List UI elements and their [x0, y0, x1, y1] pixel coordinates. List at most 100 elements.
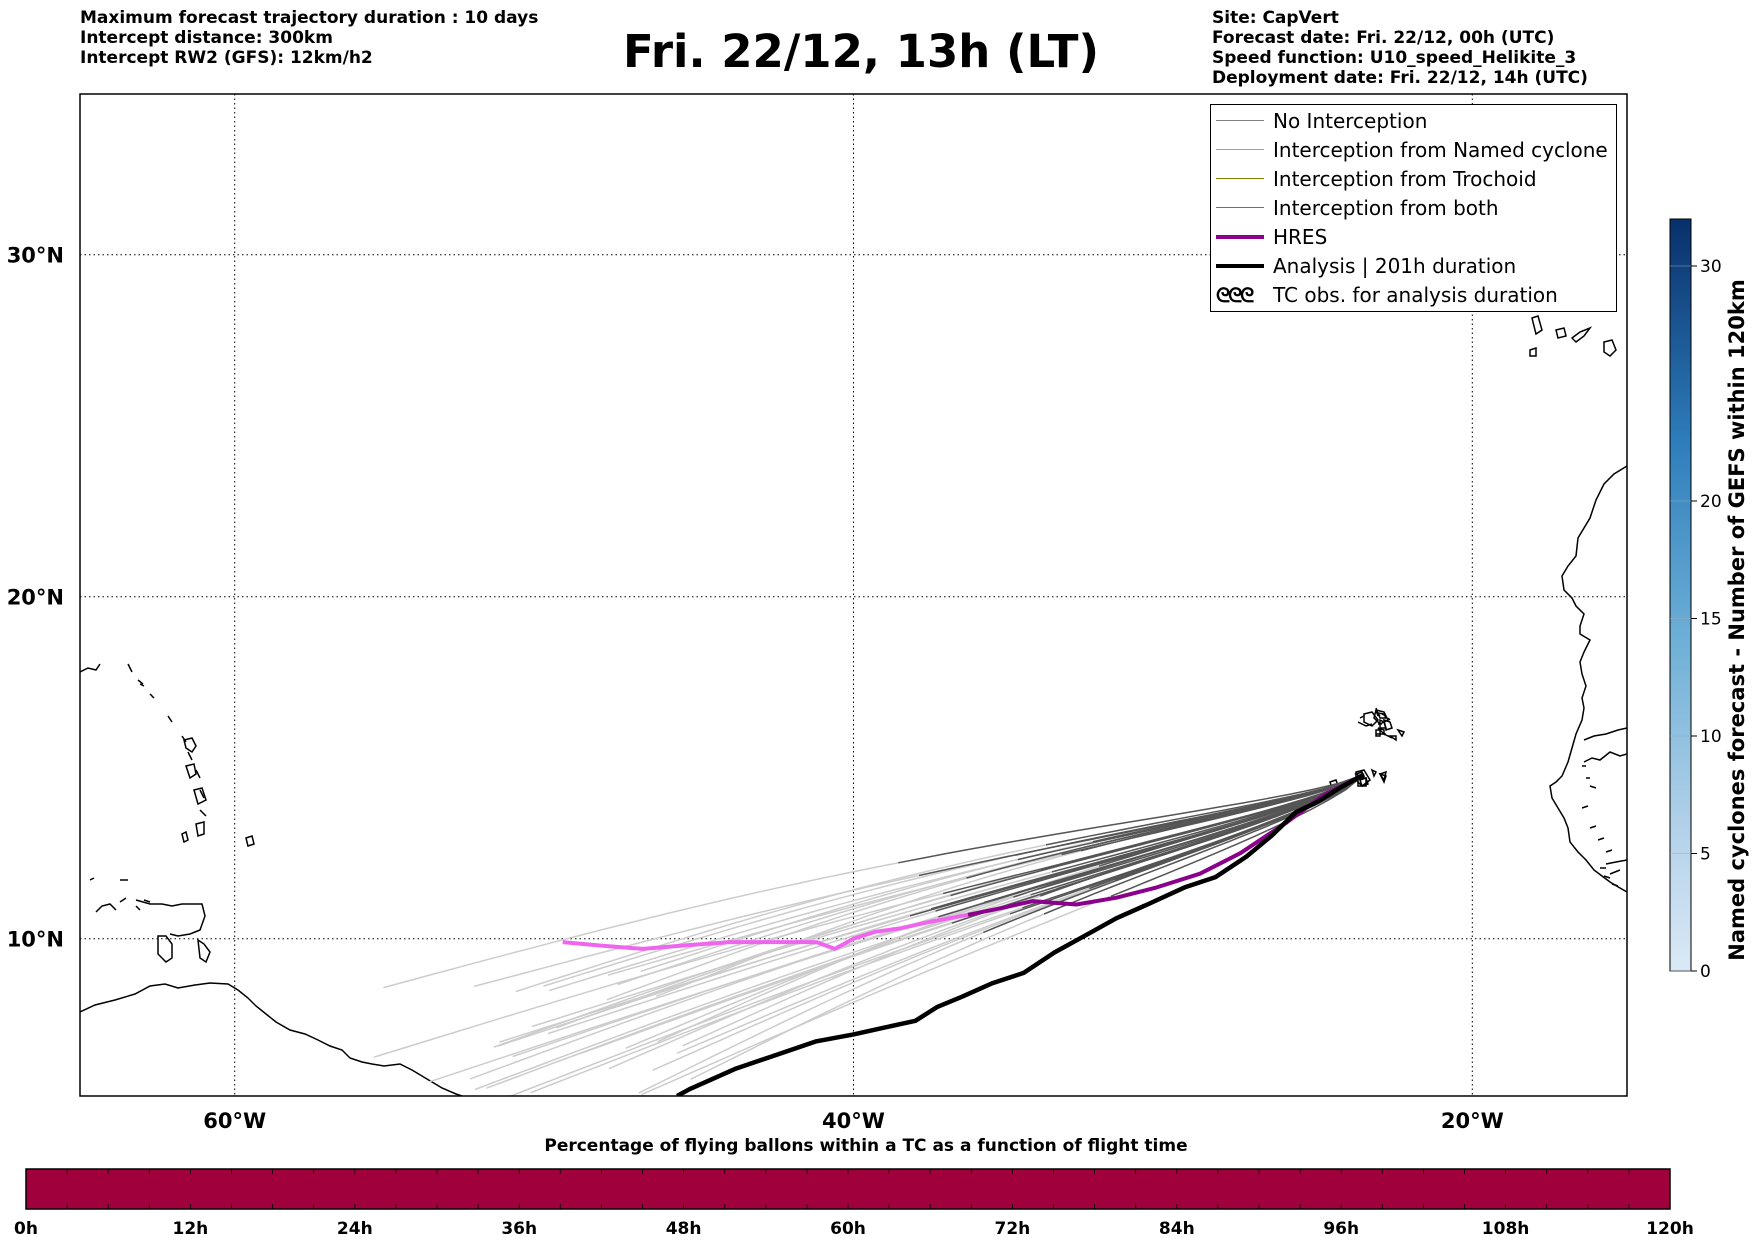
- ensemble-trajectory: [547, 910, 936, 1035]
- legend-swatch: [1216, 264, 1264, 268]
- bottom-tick-label: 12h: [173, 1219, 209, 1239]
- ensemble-trajectory: [909, 773, 1365, 917]
- cape-verde-outline: [1357, 721, 1393, 739]
- bottom-colorbar-title: Percentage of flying ballons within a TC…: [544, 1136, 1188, 1156]
- west-africa-details: [1581, 727, 1627, 875]
- right-colorbar-bar: [1669, 218, 1692, 972]
- legend-item-no-interception: No Interception: [1211, 107, 1616, 136]
- ensemble-trajectory: [1036, 773, 1365, 891]
- bottom-tick-label: 60h: [830, 1219, 866, 1239]
- ensemble-trajectory: [641, 895, 1112, 1096]
- lon-tick-label: 20°W: [1441, 1109, 1504, 1133]
- south-america-coastline: [80, 982, 463, 1096]
- lon-tick-label: 60°W: [203, 1109, 266, 1133]
- ensemble-trajectory: [652, 879, 1116, 1071]
- bottom-colorbar-ticks: 0h 12h 24h 36h 48h 60h 72h 84h 96h 108h 120h: [14, 1169, 1694, 1239]
- tc-symbol-icon: ᘓᘓᘓ: [1216, 283, 1254, 307]
- legend-label: Analysis | 201h duration: [1273, 254, 1517, 278]
- map-legend: No Interception Interception from Named …: [1210, 104, 1617, 312]
- legend-label: HRES: [1273, 225, 1328, 249]
- analysis-track: [676, 772, 1366, 1096]
- map-axis-labels: 60°W 40°W 20°W 30°N 20°N 10°N: [7, 244, 1504, 1133]
- ensemble-trajectory: [486, 887, 1058, 1089]
- legend-item-tc-obs: ᘓᘓᘓ TC obs. for analysis duration: [1211, 281, 1616, 310]
- ensemble-trajectory: [606, 877, 967, 1001]
- ensemble-trajectory: [383, 862, 899, 989]
- hres-track: [967, 772, 1365, 917]
- bottom-tick-label: 36h: [501, 1219, 537, 1239]
- legend-item-both: Interception from both: [1211, 194, 1616, 223]
- cape-verde-east-islet: [1378, 772, 1387, 784]
- ensemble-trajectory: [942, 773, 1365, 895]
- coastlines: [80, 315, 1627, 1096]
- right-colorbar-title: Named cyclones forecast - Number of GEFS…: [1725, 279, 1749, 960]
- map-frame: [79, 93, 1628, 1097]
- intercept-rw2: Intercept RW2 (GFS): 12km/h2: [80, 48, 373, 68]
- colorbar-tick-label: 5: [1700, 845, 1711, 865]
- ensemble-trajectory: [655, 850, 1082, 997]
- colorbar-tick-label: 15: [1700, 610, 1722, 630]
- ensemble-trajectory: [530, 913, 1011, 1094]
- bottom-colorbar: 0h 12h 24h 36h 48h 60h 72h 84h 96h 108h 120h: [14, 1168, 1694, 1239]
- legend-label: No Interception: [1273, 109, 1428, 133]
- max-trajectory-duration: Maximum forecast trajectory duration : 1…: [80, 8, 539, 28]
- ensemble-trajectory: [918, 773, 1365, 877]
- bottom-colorbar-bar: [25, 1168, 1671, 1210]
- bottom-tick-label: 48h: [666, 1219, 702, 1239]
- bottom-tick-label: 120h: [1646, 1219, 1694, 1239]
- bottom-tick-label: 108h: [1482, 1219, 1530, 1239]
- canary-islands: [1529, 315, 1617, 357]
- right-colorbar: 0 5 10 15 20 30 Named cyclones forecast - Num…: [1669, 218, 1749, 982]
- legend-swatch: [1216, 207, 1264, 209]
- ensemble-trajectory: [509, 907, 1023, 1096]
- west-africa-islets: [1582, 765, 1619, 887]
- site-name: Site: CapVert: [1212, 8, 1339, 28]
- ensemble-trajectory: [531, 871, 1053, 1028]
- legend-item-hres: HRES: [1211, 223, 1616, 252]
- bottom-tick-label: 84h: [1159, 1219, 1195, 1239]
- speed-function: Speed function: U10_speed_Helikite_3: [1212, 48, 1577, 68]
- legend-label: Interception from Named cyclone: [1273, 138, 1608, 162]
- ensemble-trajectory: [578, 922, 953, 1055]
- no-interception-far-trajectories: [373, 840, 1116, 1096]
- cape-verde-eastern-islands: [1375, 718, 1388, 737]
- colorbar-tick-label: 20: [1700, 492, 1722, 512]
- ensemble-trajectory: [690, 913, 1045, 1080]
- bottom-tick-label: 72h: [995, 1219, 1031, 1239]
- legend-swatch: [1216, 178, 1264, 180]
- lat-tick-label: 10°N: [7, 928, 64, 952]
- legend-label: Interception from Trochoid: [1273, 167, 1537, 191]
- ensemble-trajectory: [543, 854, 1016, 987]
- legend-item-analysis: Analysis | 201h duration: [1211, 252, 1616, 281]
- intercept-distance: Intercept distance: 300km: [80, 28, 333, 48]
- ensemble-trajectory: [515, 844, 1047, 993]
- colorbar-tick-label: 30: [1700, 257, 1722, 277]
- forecast-parameters: Maximum forecast trajectory duration : 1…: [80, 8, 538, 68]
- lesser-antilles: [181, 737, 255, 964]
- ensemble-trajectory: [1110, 773, 1365, 897]
- ensemble-trajectory: [474, 894, 1031, 1091]
- ensemble-trajectory: [898, 773, 1365, 864]
- bottom-tick-label: 0h: [14, 1219, 38, 1239]
- ensemble-trajectory: [676, 887, 1090, 1054]
- legend-label: TC obs. for analysis duration: [1273, 283, 1558, 307]
- hres-and-analysis-tracks: [562, 772, 1366, 1096]
- bottom-tick-label: 96h: [1323, 1219, 1359, 1239]
- caribbean-islands: [80, 663, 207, 937]
- deployment-date: Deployment date: Fri. 22/12, 14h (UTC): [1212, 68, 1588, 88]
- legend-item-named-cyclone: Interception from Named cyclone: [1211, 136, 1616, 165]
- legend-label: Interception from both: [1273, 196, 1499, 220]
- caribbean-detail: [120, 683, 151, 911]
- ensemble-trajectory: [549, 858, 1018, 992]
- lon-tick-label: 40°W: [822, 1109, 885, 1133]
- bottom-tick-label: 24h: [337, 1219, 373, 1239]
- ensemble-trajectory: [1080, 773, 1365, 852]
- lat-tick-label: 20°N: [7, 586, 64, 610]
- ensemble-trajectory: [373, 892, 944, 1058]
- no-interception-near-trajectories: [898, 773, 1365, 934]
- hres-track-extended: [562, 912, 969, 951]
- right-colorbar-ticks: 0 5 10 15 20 30: [1670, 257, 1722, 982]
- legend-swatch: [1216, 235, 1264, 239]
- legend-swatch: [1216, 149, 1264, 151]
- page-title: Fri. 22/12, 13h (LT): [622, 25, 1100, 78]
